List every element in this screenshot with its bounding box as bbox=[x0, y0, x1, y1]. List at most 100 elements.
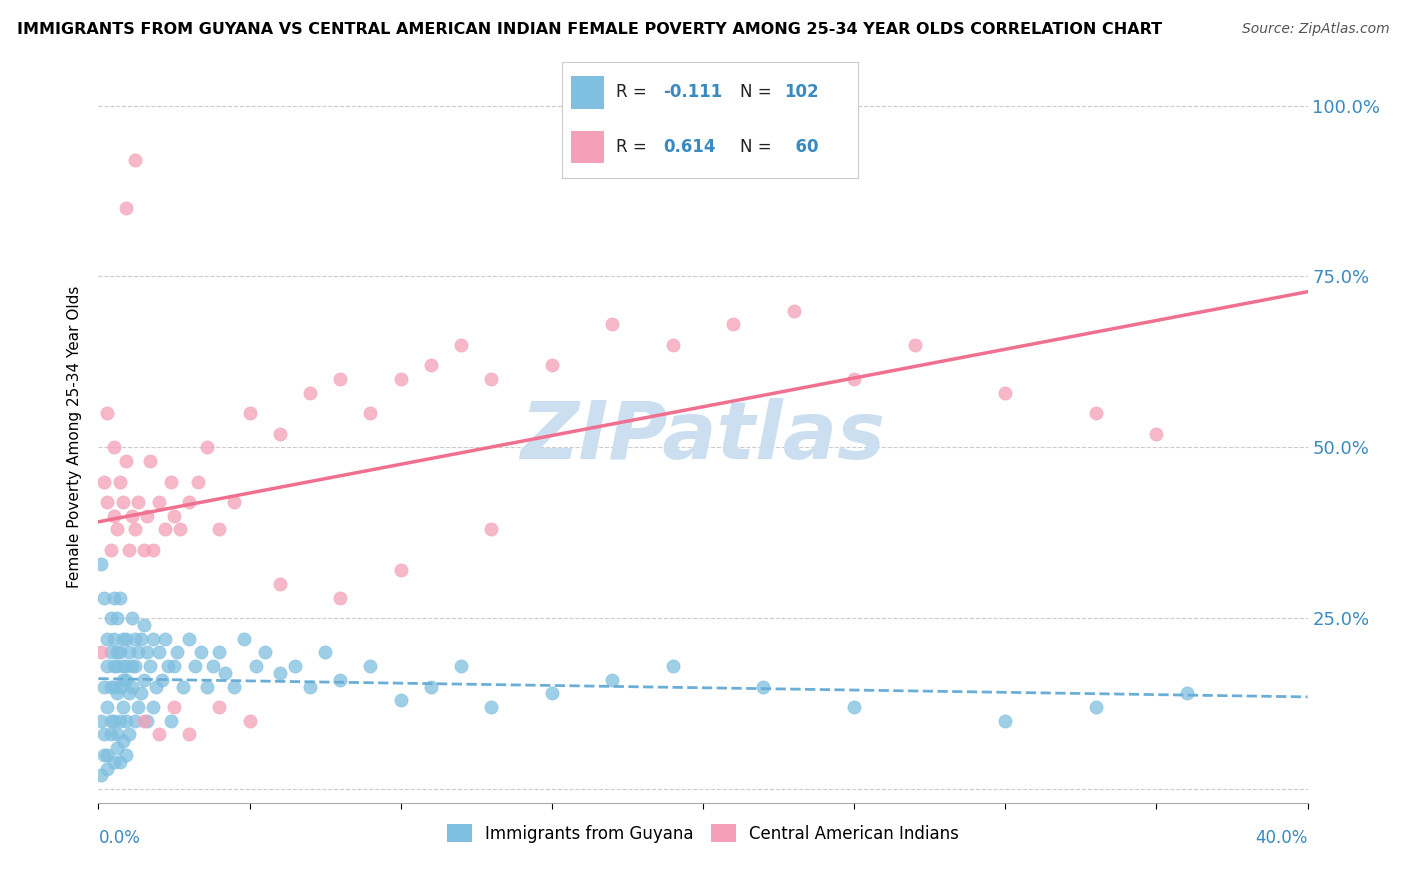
Point bbox=[129, 686, 152, 700]
Point bbox=[111, 700, 134, 714]
Point bbox=[114, 201, 136, 215]
Legend: Immigrants from Guyana, Central American Indians: Immigrants from Guyana, Central American… bbox=[440, 818, 966, 849]
Point bbox=[602, 318, 624, 332]
Point bbox=[118, 686, 141, 700]
Point bbox=[420, 680, 443, 694]
Point bbox=[111, 632, 134, 646]
Point bbox=[314, 645, 336, 659]
Point bbox=[239, 406, 262, 420]
Point bbox=[179, 727, 201, 741]
Text: N =: N = bbox=[740, 83, 776, 101]
Text: N =: N = bbox=[740, 138, 776, 156]
Point bbox=[208, 645, 231, 659]
Point bbox=[844, 372, 866, 386]
Point bbox=[148, 727, 170, 741]
Point bbox=[114, 454, 136, 468]
Point bbox=[121, 508, 143, 523]
Point bbox=[103, 714, 125, 728]
Point bbox=[208, 522, 231, 536]
Point bbox=[96, 406, 118, 420]
Point bbox=[172, 680, 194, 694]
Point bbox=[124, 153, 146, 168]
Point bbox=[103, 755, 125, 769]
Point bbox=[103, 591, 125, 605]
Point bbox=[156, 659, 179, 673]
Text: 0.0%: 0.0% bbox=[98, 829, 141, 847]
Point bbox=[124, 714, 146, 728]
Point bbox=[190, 645, 212, 659]
Point bbox=[100, 611, 122, 625]
Point bbox=[1144, 426, 1167, 441]
Point bbox=[844, 700, 866, 714]
Point bbox=[329, 673, 352, 687]
Point bbox=[111, 495, 134, 509]
Point bbox=[105, 741, 128, 756]
Point bbox=[540, 359, 562, 373]
Point bbox=[96, 747, 118, 762]
Point bbox=[100, 645, 122, 659]
Point bbox=[160, 475, 183, 489]
Point bbox=[118, 645, 141, 659]
Point bbox=[148, 645, 170, 659]
Point bbox=[208, 700, 231, 714]
Point bbox=[132, 618, 155, 632]
Point bbox=[540, 686, 562, 700]
Point bbox=[661, 338, 683, 352]
Point bbox=[420, 359, 443, 373]
Point bbox=[127, 645, 149, 659]
Point bbox=[108, 755, 131, 769]
Point bbox=[142, 700, 165, 714]
Point bbox=[389, 372, 412, 386]
Point bbox=[142, 542, 165, 557]
Text: 102: 102 bbox=[785, 83, 818, 101]
Point bbox=[114, 747, 136, 762]
Point bbox=[1175, 686, 1198, 700]
Point bbox=[121, 611, 143, 625]
Point bbox=[360, 406, 382, 420]
Point bbox=[994, 714, 1017, 728]
Point bbox=[118, 727, 141, 741]
Text: 40.0%: 40.0% bbox=[1256, 829, 1308, 847]
Point bbox=[114, 632, 136, 646]
Text: Source: ZipAtlas.com: Source: ZipAtlas.com bbox=[1241, 22, 1389, 37]
Point bbox=[105, 659, 128, 673]
Point bbox=[148, 495, 170, 509]
Point bbox=[160, 714, 183, 728]
Point bbox=[214, 665, 236, 680]
Point bbox=[100, 542, 122, 557]
Point bbox=[90, 714, 112, 728]
Point bbox=[284, 659, 307, 673]
Point bbox=[202, 659, 225, 673]
Point bbox=[105, 727, 128, 741]
Point bbox=[224, 680, 246, 694]
Point bbox=[127, 495, 149, 509]
Point bbox=[93, 591, 115, 605]
Point bbox=[163, 700, 186, 714]
Point bbox=[179, 632, 201, 646]
Point bbox=[752, 680, 775, 694]
Point bbox=[103, 632, 125, 646]
Point bbox=[269, 426, 291, 441]
Point bbox=[139, 659, 162, 673]
Point bbox=[450, 659, 472, 673]
Point bbox=[111, 659, 134, 673]
Point bbox=[103, 440, 125, 454]
Text: R =: R = bbox=[616, 83, 651, 101]
Point bbox=[1085, 406, 1108, 420]
Point bbox=[299, 680, 322, 694]
Point bbox=[111, 734, 134, 748]
Point bbox=[139, 454, 162, 468]
Point bbox=[153, 632, 176, 646]
Point bbox=[269, 577, 291, 591]
Point bbox=[93, 475, 115, 489]
Point bbox=[150, 673, 173, 687]
Point bbox=[132, 542, 155, 557]
Point bbox=[114, 714, 136, 728]
Point bbox=[105, 611, 128, 625]
Point bbox=[114, 659, 136, 673]
Point bbox=[723, 318, 745, 332]
Text: 60: 60 bbox=[785, 138, 818, 156]
Point bbox=[135, 714, 157, 728]
Point bbox=[239, 714, 262, 728]
Point bbox=[135, 645, 157, 659]
